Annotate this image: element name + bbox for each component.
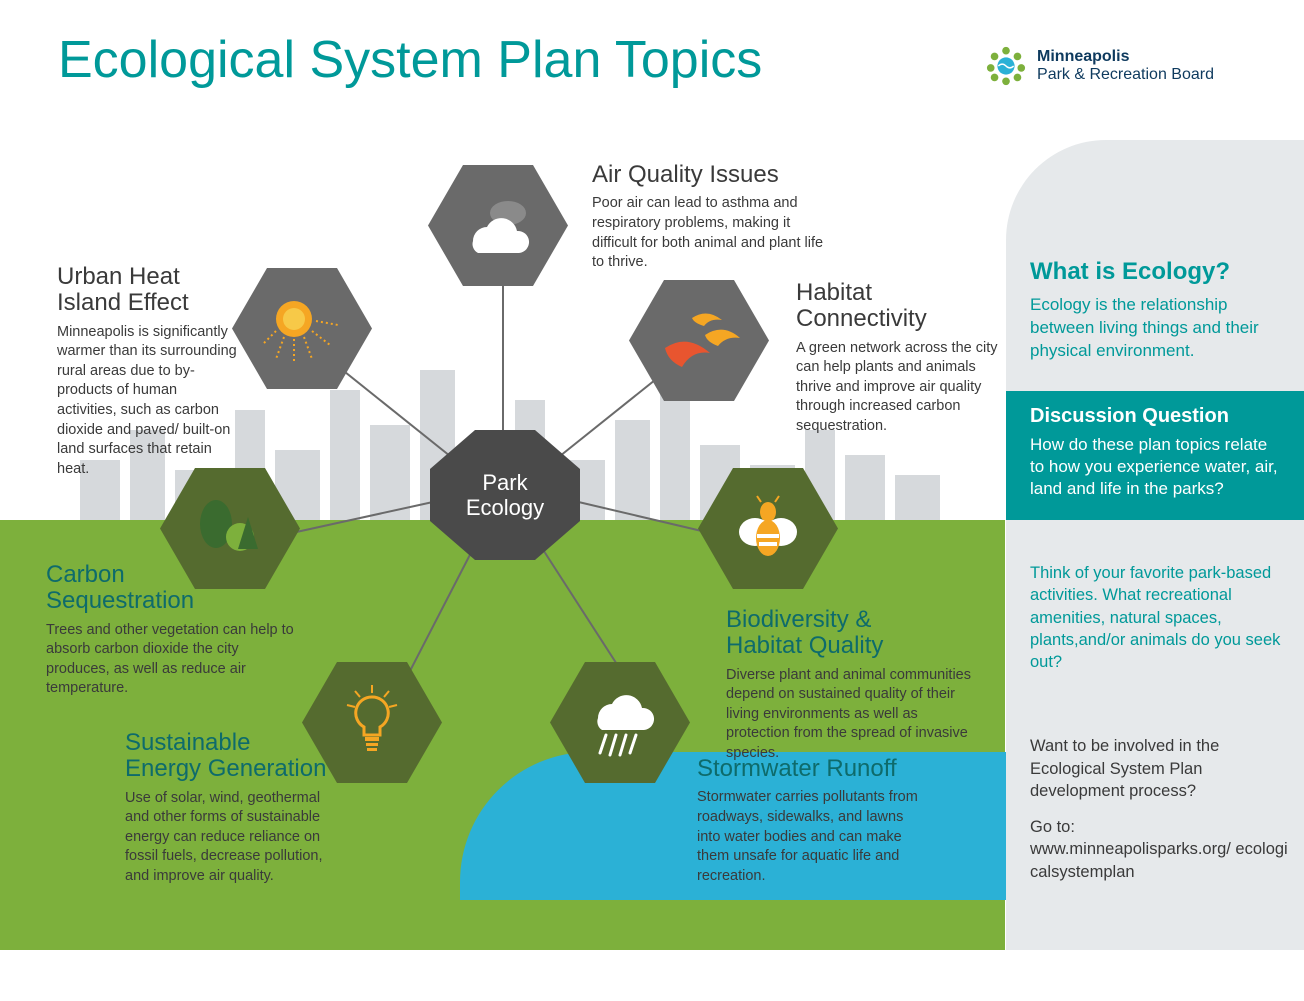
hex-heat [232,268,372,389]
think-prompt: Think of your favorite park-based activi… [1030,562,1294,673]
topic-storm-title: Stormwater Runoff [697,756,927,782]
goto-text: Go to: www.minneapolisparks.org/ ecologi… [1030,816,1294,883]
topic-energy-body: Use of solar, wind, geothermal and other… [125,789,335,887]
what-is-ecology-title: What is Ecology? [1030,258,1294,286]
hex-habitat-conn [629,280,769,401]
involve-text: Want to be involved in the Ecological Sy… [1030,735,1294,802]
topic-energy-title: SustainableEnergy Generation [125,730,335,783]
topic-carbon: CarbonSequestration Trees and other vege… [46,562,306,699]
logo-line2: Park & Recreation Board [1037,66,1214,83]
topic-heat: Urban HeatIsland Effect Minneapolis is s… [57,264,237,479]
topic-bio-title: Biodiversity &Habitat Quality [726,607,976,660]
rain-icon [580,683,660,763]
topic-heat-title: Urban HeatIsland Effect [57,264,237,317]
logo-text: Minneapolis Park & Recreation Board [1037,48,1214,83]
topic-energy: SustainableEnergy Generation Use of sola… [125,730,335,887]
diagram-area: Park Ecology Air Quality Issues Poor air… [0,140,1005,950]
cloud-icon [458,191,538,261]
topic-habitat-conn-title: HabitatConnectivity [796,280,1006,333]
topic-carbon-body: Trees and other vegetation can help to a… [46,621,306,699]
topic-air: Air Quality Issues Poor air can lead to … [592,162,832,273]
center-line2: Ecology [466,495,544,520]
lightbulb-icon [337,683,407,763]
hex-biodiversity [698,468,838,589]
topic-storm-body: Stormwater carries pollutants from roadw… [697,788,927,886]
sidebar: What is Ecology? Ecology is the relation… [1006,140,1304,950]
discussion-box: Discussion Question How do these plan to… [1006,391,1304,520]
topic-bio: Biodiversity &Habitat Quality Diverse pl… [726,607,976,764]
goto-url: www.minneapolisparks.org/ ecologicalsyst… [1030,840,1288,880]
topic-storm: Stormwater Runoff Stormwater carries pol… [697,756,927,886]
topic-air-title: Air Quality Issues [592,162,832,188]
topic-heat-body: Minneapolis is significantly warmer than… [57,323,237,480]
center-line1: Park [482,470,527,495]
center-hex: Park Ecology [430,430,580,560]
hex-air-quality [428,165,568,286]
topic-bio-body: Diverse plant and animal communities dep… [726,666,976,764]
sun-icon [262,289,342,369]
bee-icon [733,494,803,564]
discussion-title: Discussion Question [1030,405,1280,428]
logo: Minneapolis Park & Recreation Board [985,45,1214,87]
logo-icon [985,45,1027,87]
page-title: Ecological System Plan Topics [58,30,762,90]
what-is-ecology-body: Ecology is the relationship between livi… [1030,294,1294,363]
topic-air-body: Poor air can lead to asthma and respirat… [592,194,832,272]
logo-line1: Minneapolis [1037,48,1129,65]
birds-icon [657,303,742,378]
trees-icon [190,489,270,569]
topic-carbon-title: CarbonSequestration [46,562,306,615]
hex-stormwater [550,662,690,783]
discussion-body: How do these plan topics relate to how y… [1030,434,1280,500]
goto-label: Go to: [1030,818,1075,836]
topic-habitat-conn-body: A green network across the city can help… [796,339,1006,437]
topic-habitat-conn: HabitatConnectivity A green network acro… [796,280,1006,437]
